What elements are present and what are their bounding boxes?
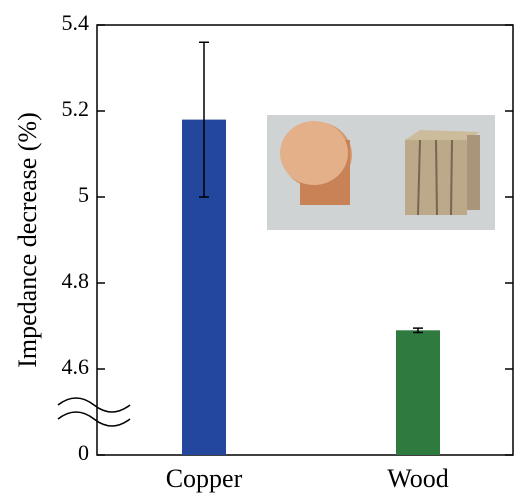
y-tick-label: 0	[78, 440, 89, 465]
y-tick-label: 4.8	[62, 268, 90, 293]
photo-inset	[267, 115, 495, 230]
plot-frame	[97, 25, 513, 455]
axis-break	[58, 398, 130, 426]
y-tick-label: 4.6	[62, 354, 90, 379]
y-tick-label: 5.2	[62, 96, 90, 121]
bar	[396, 330, 440, 455]
y-tick-label: 5.4	[62, 10, 90, 35]
x-tick-label: Copper	[166, 464, 243, 493]
chart: Impedance decrease (%) 0 4.6 4.8 5 5.2 5.4 Cop…	[0, 0, 518, 497]
y-tick-label: 5	[78, 182, 89, 207]
y-axis-label: Impedance decrease (%)	[13, 112, 42, 368]
x-tick-label: Wood	[387, 464, 448, 493]
